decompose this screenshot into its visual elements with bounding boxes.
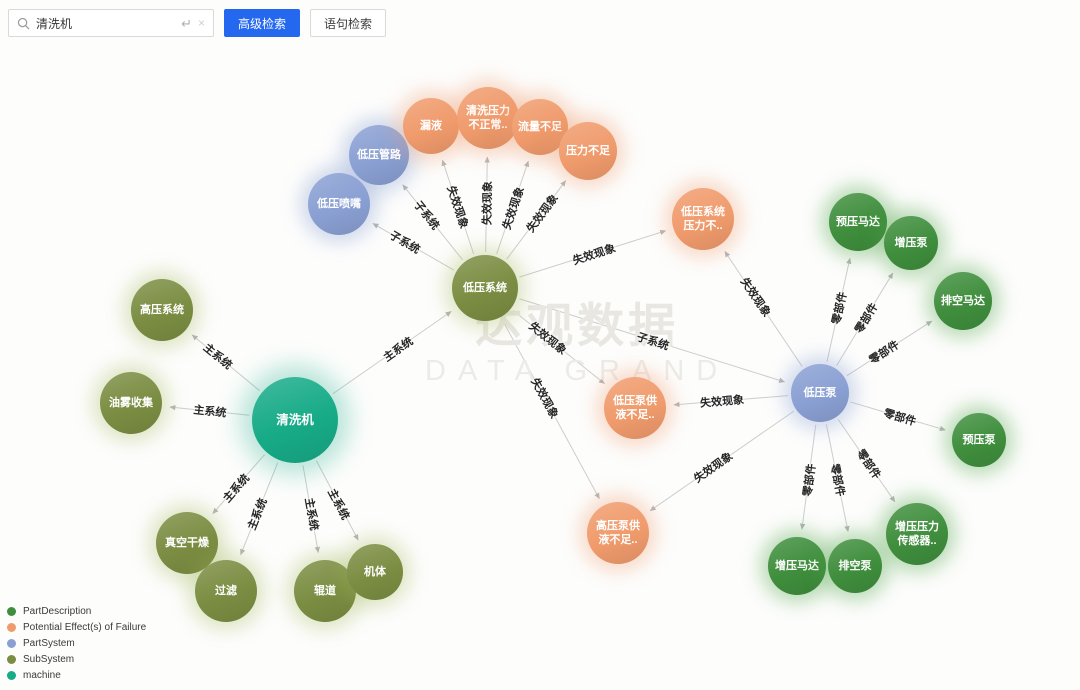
graph-node-yymd[interactable]: 预压马达: [829, 193, 887, 251]
graph-edge: [506, 180, 567, 260]
graph-node-zyb[interactable]: 增压泵: [884, 216, 938, 270]
graph-node-dypz[interactable]: 低压喷嘴: [308, 173, 370, 235]
legend-item: PartSystem: [7, 635, 146, 651]
graph-edge: [836, 272, 894, 366]
legend-item: PartDescription: [7, 603, 146, 619]
legend: PartDescription Potential Effect(s) of F…: [7, 603, 146, 683]
graph-node-dyb[interactable]: 低压泵: [791, 364, 849, 422]
graph-edge: [302, 465, 320, 553]
search-box[interactable]: ↵ ×: [8, 9, 214, 37]
graph-edge: [837, 419, 896, 503]
graph-edge: [212, 454, 266, 515]
graph-node-jt[interactable]: 机体: [347, 544, 403, 600]
graph-edge: [846, 320, 933, 377]
legend-item: machine: [7, 667, 146, 683]
graph-node-yyb[interactable]: 预压泵: [952, 413, 1006, 467]
toolbar: ↵ × 高级检索 语句检索: [8, 9, 387, 37]
statement-search-button[interactable]: 语句检索: [310, 9, 387, 37]
graph-node-pkmd[interactable]: 排空马达: [934, 272, 992, 330]
graph-edge: [724, 251, 803, 367]
graph-edge: [496, 160, 530, 255]
graph-node-ly[interactable]: 漏液: [403, 98, 459, 154]
legend-label: PartSystem: [23, 637, 75, 649]
graph-node-zkgz[interactable]: 真空干燥: [156, 512, 218, 574]
graph-edge: [315, 460, 359, 541]
graph-edge: [402, 184, 463, 261]
graph-edge: [799, 424, 817, 530]
graph-edge: [850, 401, 946, 432]
graph-node-zymd[interactable]: 增压马达: [768, 537, 826, 595]
legend-label: SubSystem: [23, 653, 75, 665]
graph-node-ywsj[interactable]: 油雾收集: [100, 372, 162, 434]
graph-edge: [519, 229, 667, 278]
graph-edge: [441, 159, 475, 255]
graph-edge: [169, 404, 250, 416]
graph-edge: [332, 310, 452, 395]
legend-dot-failure-effect: [7, 622, 16, 632]
search-input[interactable]: [36, 16, 176, 30]
clear-icon[interactable]: ×: [197, 16, 205, 30]
graph-node-dybgy[interactable]: 低压泵供 液不足..: [604, 377, 666, 439]
legend-item: Potential Effect(s) of Failure: [7, 619, 146, 635]
graph-node-zyylcgq[interactable]: 增压压力 传感器..: [886, 503, 948, 565]
graph-edge: [501, 319, 600, 500]
legend-label: machine: [23, 669, 61, 681]
graph-node-gybgy[interactable]: 高压泵供 液不足..: [587, 502, 649, 564]
graph-node-gyxt[interactable]: 高压系统: [131, 279, 193, 341]
graph-edge: [673, 395, 789, 408]
graph-edge: [484, 156, 490, 253]
legend-dot-part-description: [7, 606, 16, 616]
graph-node-qxyl[interactable]: 清洗压力 不正常..: [457, 87, 519, 149]
graph-edge: [826, 257, 852, 362]
graph-node-dyxt[interactable]: 低压系统: [452, 255, 518, 321]
legend-item: SubSystem: [7, 651, 146, 667]
graph-edge: [512, 310, 605, 385]
graph-node-ylbz[interactable]: 压力不足: [559, 122, 617, 180]
graph-node-qxj[interactable]: 清洗机: [252, 377, 338, 463]
advanced-search-button[interactable]: 高级检索: [224, 9, 301, 37]
legend-label: PartDescription: [23, 605, 92, 617]
graph-node-llbz[interactable]: 流量不足: [512, 99, 568, 155]
graph-node-dyxtyl[interactable]: 低压系统 压力不..: [672, 188, 734, 250]
graph-edge: [372, 223, 455, 271]
legend-dot-part-system: [7, 638, 16, 648]
search-icon: [17, 17, 30, 29]
legend-label: Potential Effect(s) of Failure: [23, 621, 147, 633]
graph-edge: [519, 298, 786, 383]
enter-icon: ↵: [181, 15, 192, 31]
graph-edge: [649, 410, 794, 512]
graph-node-dygl[interactable]: 低压管路: [349, 125, 409, 185]
graph-node-gd[interactable]: 辊道: [294, 560, 356, 622]
graph-node-pkb[interactable]: 排空泵: [828, 539, 882, 593]
graph-edge: [825, 424, 850, 533]
graph-node-gl[interactable]: 过滤: [195, 560, 257, 622]
legend-dot-subsystem: [7, 654, 16, 664]
legend-dot-machine: [7, 670, 16, 680]
graph-edge: [191, 334, 260, 392]
graph-edge: [240, 462, 279, 556]
